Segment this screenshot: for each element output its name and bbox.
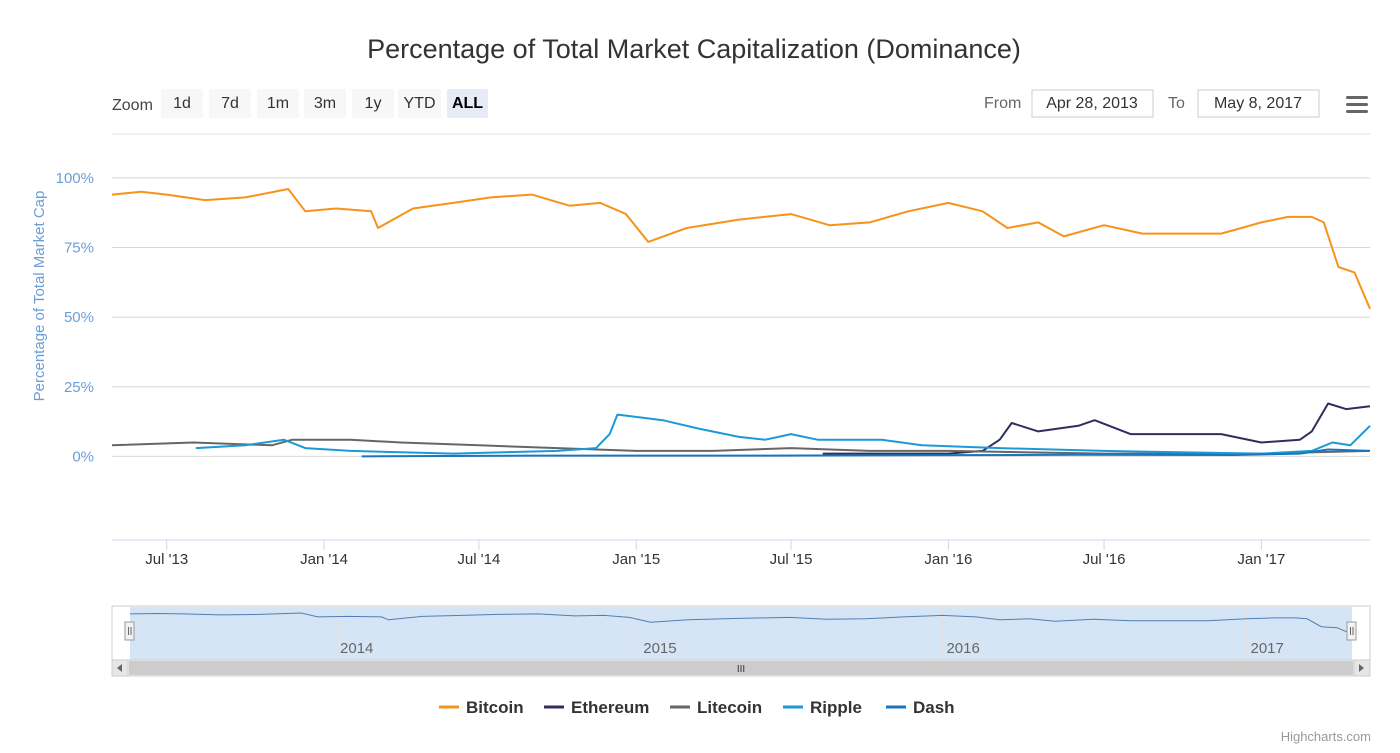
legend-item-bitcoin[interactable]: Bitcoin [439,698,524,717]
x-tick-label: Jul '15 [770,551,813,568]
series-lines [111,188,1371,458]
zoom-button-label: ALL [452,95,483,112]
from-date-input[interactable]: Apr 28, 2013 [1031,89,1154,118]
zoom-button-3m[interactable]: 3m [304,89,346,118]
x-tick-label: Jan '17 [1237,551,1285,568]
legend: Bitcoin Ethereum Litecoin Ripple Dash [439,698,955,717]
x-tick-label: Jul '13 [145,551,188,568]
menu-icon[interactable] [1338,88,1376,118]
legend-label: Litecoin [697,698,762,717]
series-line-ethereum[interactable] [822,402,1371,455]
scrollbar-thumb[interactable] [129,661,1353,675]
legend-label: Bitcoin [466,698,524,717]
navigator-series-line [129,612,1353,635]
navigator-year-label: 2016 [946,640,979,657]
x-axis-ticks: Jul '13 Jan '14 Jul '14 Jan '15 Jul '15 Jan '… [145,540,1285,568]
x-tick-label: Jan '14 [300,551,348,568]
zoom-button-1d[interactable]: 1d [161,89,203,118]
y-tick-label: 25% [64,379,94,396]
y-tick-label: 75% [64,240,94,257]
navigator-left-handle[interactable] [124,621,135,641]
legend-item-ripple[interactable]: Ripple [783,698,862,717]
y-tick-label: 0% [72,448,94,465]
credits-link[interactable]: Highcharts.com [1281,729,1371,744]
chevron-left-icon [117,664,122,672]
y-tick-label: 100% [56,170,94,187]
date-range: From Apr 28, 2013 To May 8, 2017 [984,89,1320,118]
x-tick-label: Jan '15 [612,551,660,568]
series-line-dash[interactable] [361,448,1371,458]
legend-label: Ripple [810,698,862,717]
zoom-button-label: 1m [267,95,289,112]
legend-label: Dash [913,698,955,717]
navigator[interactable]: 2014 2015 2016 2017 [111,605,1371,661]
navigator-right-handle[interactable] [1346,621,1357,641]
zoom-label: Zoom [112,97,153,114]
navigator-selection[interactable] [130,607,1352,660]
zoom-button-all[interactable]: ALL [447,89,488,118]
legend-item-litecoin[interactable]: Litecoin [670,698,762,717]
legend-item-dash[interactable]: Dash [886,698,955,717]
zoom-button-7d[interactable]: 7d [209,89,251,118]
zoom-toolbar: Zoom 1d 7d 1m 3m 1y YTD ALL [112,89,488,118]
scrollbar-grip-icon: III [737,664,745,675]
y-tick-label: 50% [64,309,94,326]
zoom-button-label: 7d [221,95,239,112]
to-date-value: May 8, 2017 [1214,95,1302,112]
x-tick-label: Jan '16 [924,551,972,568]
y-axis-title: Percentage of Total Market Cap [31,191,48,402]
chart-title: Percentage of Total Market Capitalizatio… [367,34,1021,64]
from-date-value: Apr 28, 2013 [1046,95,1138,112]
x-tick-label: Jul '14 [457,551,500,568]
navigator-year-label: 2017 [1250,640,1283,657]
y-axis-ticks: 0% 25% 50% 75% 100% [56,170,94,466]
zoom-button-1m[interactable]: 1m [257,89,299,118]
zoom-button-label: 1y [365,95,382,112]
x-tick-label: Jul '16 [1083,551,1126,568]
zoom-button-label: 1d [173,95,191,112]
from-label: From [984,95,1021,112]
zoom-button-label: YTD [404,95,436,112]
to-label: To [1168,95,1185,112]
legend-item-ethereum[interactable]: Ethereum [544,698,649,717]
legend-label: Ethereum [571,698,649,717]
navigator-year-label: 2014 [340,640,373,657]
chevron-right-icon [1359,664,1364,672]
zoom-button-1y[interactable]: 1y [352,89,394,118]
series-line-bitcoin[interactable] [111,188,1371,310]
zoom-button-ytd[interactable]: YTD [398,89,441,118]
navigator-year-label: 2015 [643,640,676,657]
series-line-litecoin[interactable] [111,438,1371,455]
scrollbar[interactable]: III [111,659,1371,677]
to-date-input[interactable]: May 8, 2017 [1197,89,1320,118]
zoom-button-label: 3m [314,95,336,112]
